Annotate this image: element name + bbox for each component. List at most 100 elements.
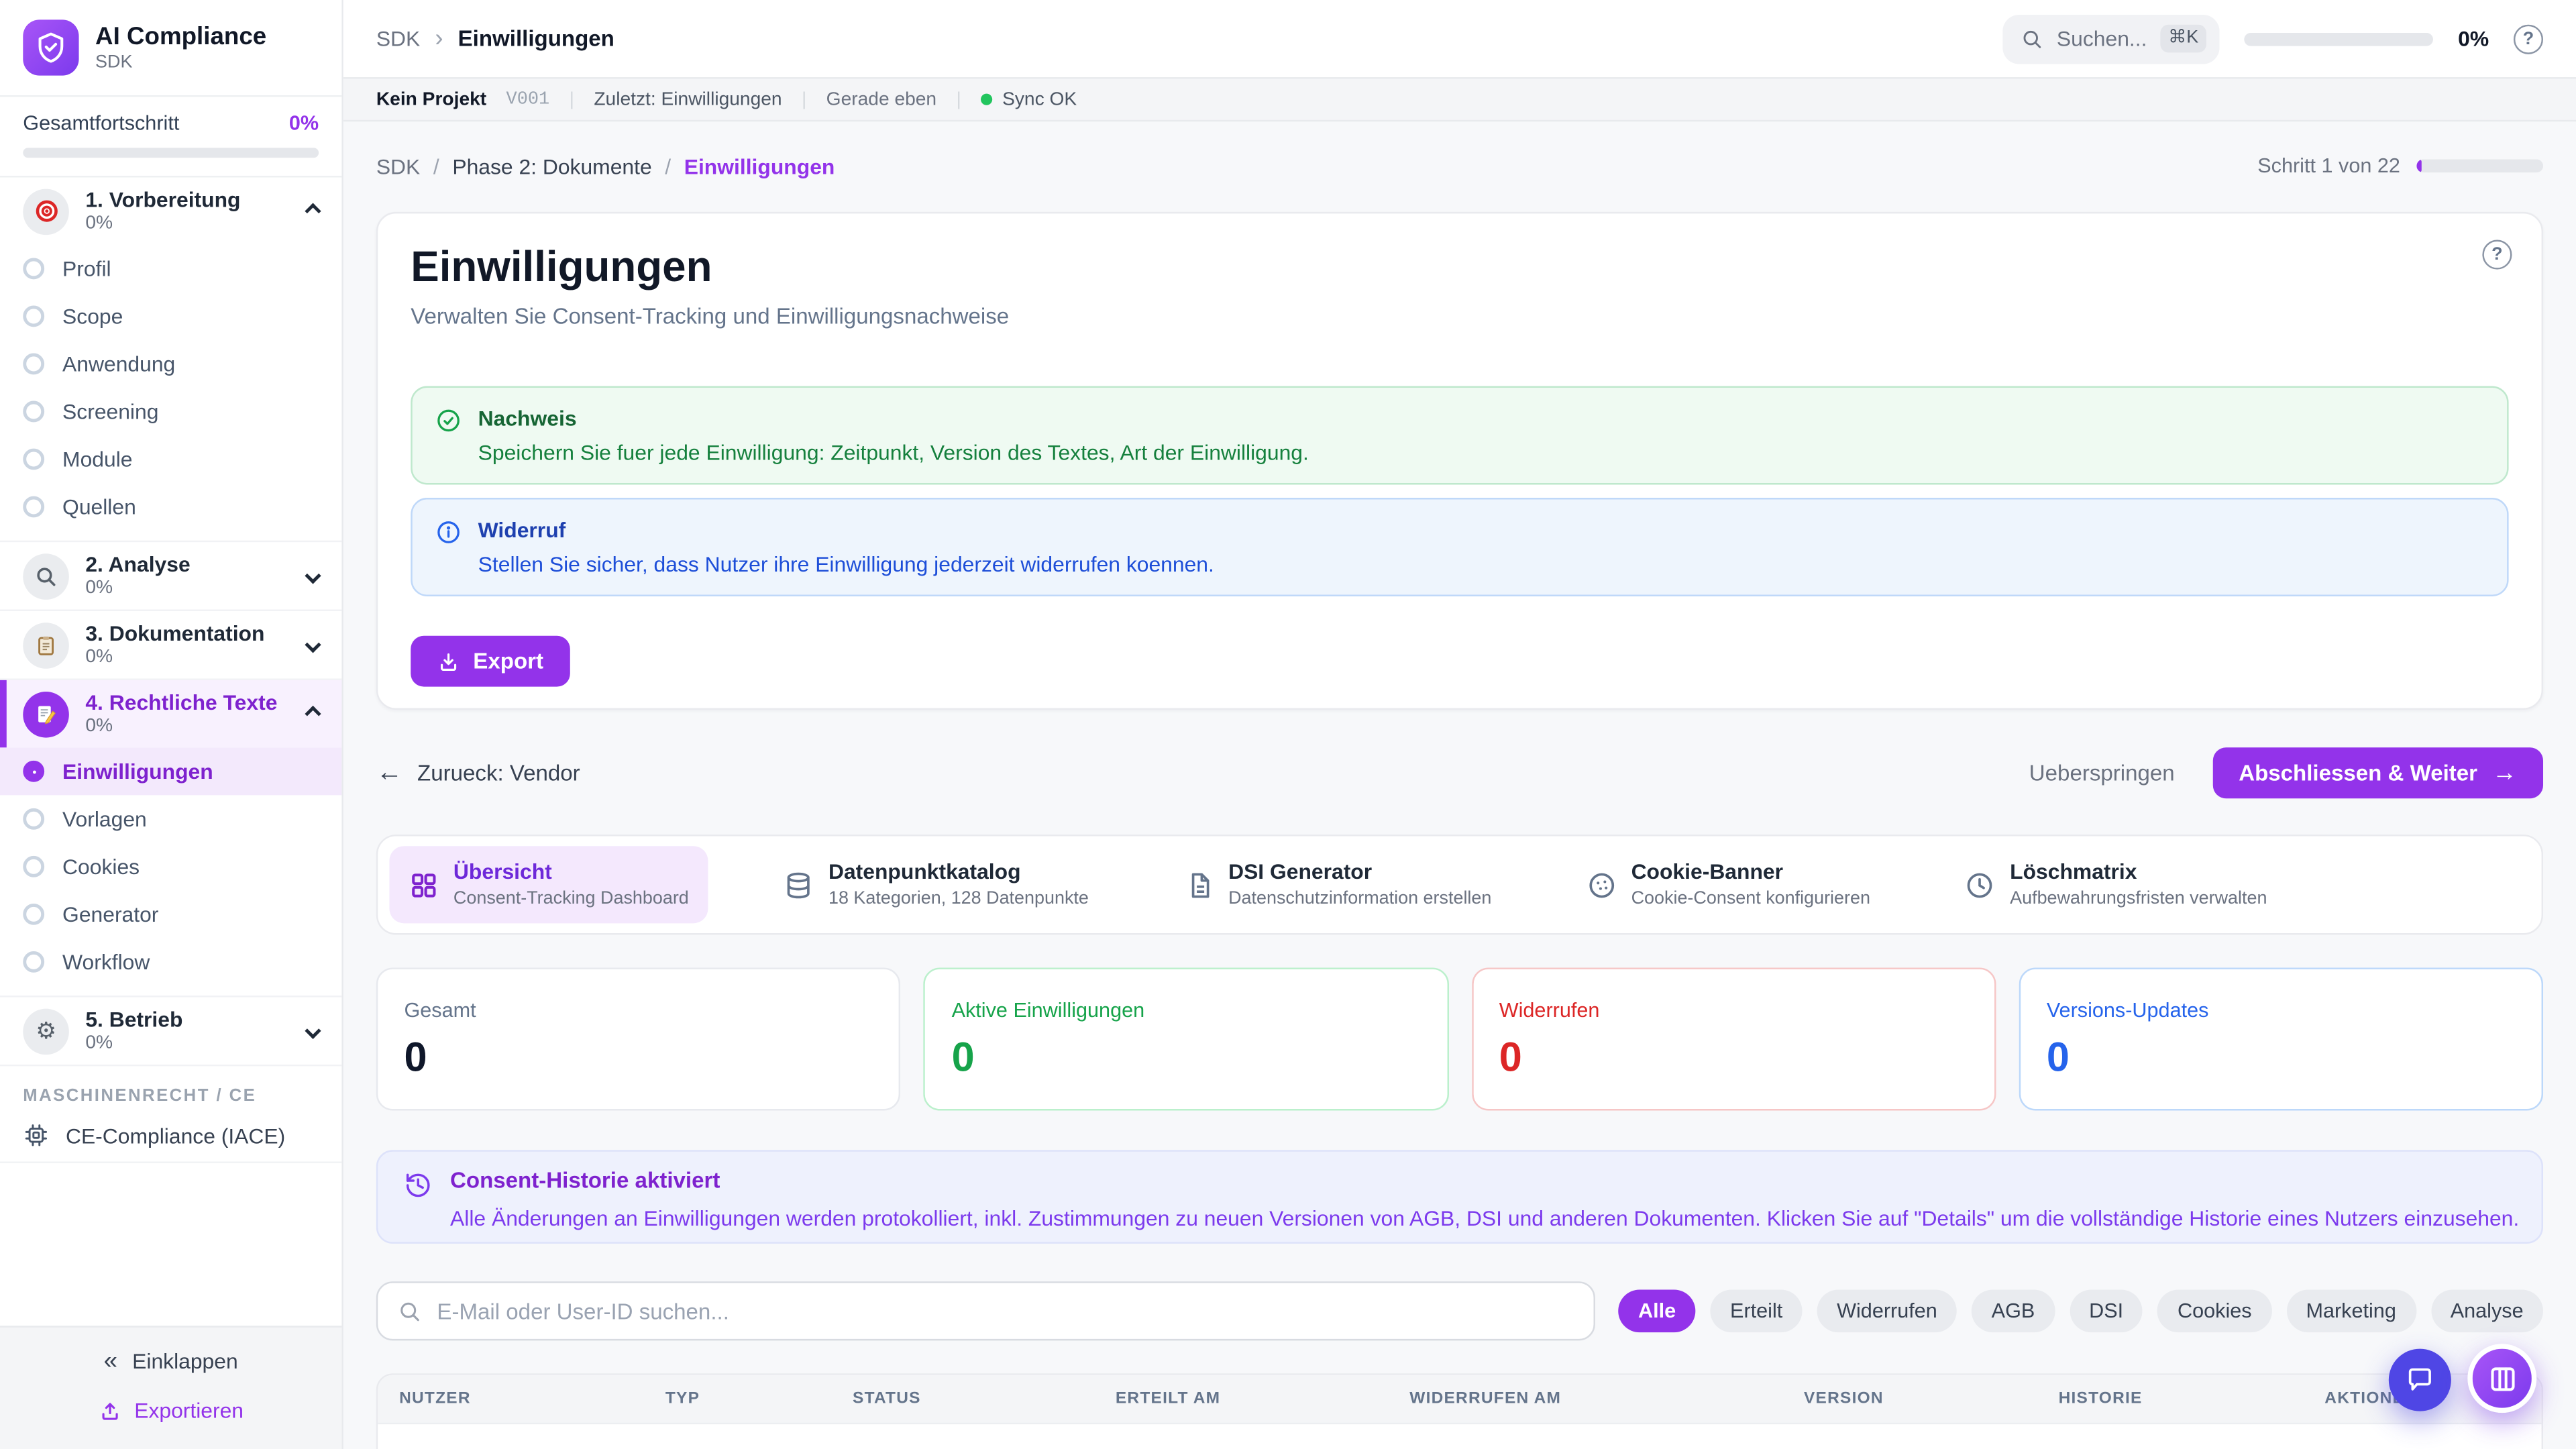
keyboard-shortcut-badge: ⌘K xyxy=(2160,24,2207,53)
sidebar-item-workflow[interactable]: Workflow xyxy=(0,938,341,985)
table-body xyxy=(378,1424,2542,1449)
arrow-right-icon: → xyxy=(2492,759,2517,788)
last-visited: Zuletzt: Einwilligungen xyxy=(594,89,782,109)
sync-status: Sync OK xyxy=(981,89,1077,109)
sidebar-item-quellen[interactable]: Quellen xyxy=(0,483,341,531)
tab-dsi-generator[interactable]: DSI Generator Datenschutzinformation ers… xyxy=(1165,846,1511,923)
section-title: 5. Betrieb xyxy=(85,1007,183,1032)
section-percent: 0% xyxy=(85,578,113,598)
radio-icon xyxy=(23,448,45,470)
column-header-widerrufen-am: WIDERRUFEN AM xyxy=(1409,1389,1562,1408)
tab-uebersicht[interactable]: Übersicht Consent-Tracking Dashboard xyxy=(389,846,709,924)
sidebar-item-scope[interactable]: Scope xyxy=(0,292,341,340)
project-name: Kein Projekt xyxy=(376,89,487,109)
breadcrumb-phase[interactable]: Phase 2: Dokumente xyxy=(452,153,652,178)
filter-chip-marketing[interactable]: Marketing xyxy=(2286,1289,2416,1333)
separator: | xyxy=(569,89,574,109)
finish-and-next-button[interactable]: Abschliessen & Weiter → xyxy=(2212,747,2544,799)
column-header-typ: TYP xyxy=(665,1389,700,1408)
sidebar-section-header-vorbereitung[interactable]: 1. Vorbereitung 0% xyxy=(0,177,341,244)
filter-chip-widerrufen[interactable]: Widerrufen xyxy=(1817,1289,1957,1333)
filter-chip-alle[interactable]: Alle xyxy=(1618,1289,1696,1333)
breadcrumb-root[interactable]: SDK xyxy=(376,26,421,51)
skip-button[interactable]: Ueberspringen xyxy=(2029,760,2175,786)
help-icon[interactable] xyxy=(2513,23,2544,54)
user-search-box xyxy=(376,1281,1596,1341)
sidebar-item-module[interactable]: Module xyxy=(0,435,341,483)
sidebar: AI Compliance SDK Gesamtfortschritt 0% xyxy=(0,0,343,1449)
version-badge: V001 xyxy=(506,89,550,109)
radio-icon xyxy=(23,353,45,375)
column-header-status: STATUS xyxy=(853,1389,921,1408)
history-icon xyxy=(404,1171,432,1199)
wizard-navigation: ← Zurueck: Vendor Ueberspringen Abschlie… xyxy=(376,747,2544,799)
sidebar-section-rechtliche-texte: 4. Rechtliche Texte 0% Einwilligungen Vo… xyxy=(0,680,342,998)
magnifier-icon xyxy=(23,553,69,599)
breadcrumb-sdk[interactable]: SDK xyxy=(376,153,421,178)
chevron-down-icon xyxy=(305,1022,321,1039)
page-breadcrumb: SDK / Phase 2: Dokumente / Einwilligunge… xyxy=(376,142,2544,191)
stat-card-versions-updates: Versions-Updates 0 xyxy=(2019,967,2544,1111)
separator: | xyxy=(801,89,807,109)
sidebar-item-screening[interactable]: Screening xyxy=(0,388,341,435)
sidebar-section-header-analyse[interactable]: 2. Analyse 0% xyxy=(0,542,341,609)
filter-chip-erteilt[interactable]: Erteilt xyxy=(1710,1289,1803,1333)
database-icon xyxy=(784,870,814,900)
section-title: 1. Vorbereitung xyxy=(85,187,241,212)
target-icon xyxy=(23,188,69,234)
sidebar-footer: « Einklappen Exportieren xyxy=(0,1326,342,1449)
sidebar-item-einwilligungen[interactable]: Einwilligungen xyxy=(0,747,342,796)
sidebar-item-anwendung[interactable]: Anwendung xyxy=(0,340,341,388)
table-header-row: NUTZER TYP STATUS ERTEILT AM WIDERRUFEN … xyxy=(378,1375,2542,1425)
board-view-button[interactable] xyxy=(2467,1344,2537,1413)
column-header-historie: HISTORIE xyxy=(2058,1389,2143,1408)
global-search-button[interactable]: Suchen... ⌘K xyxy=(2002,13,2220,64)
sidebar-item-ce-compliance[interactable]: CE-Compliance (IACE) xyxy=(0,1109,342,1163)
filter-chip-agb[interactable]: AGB xyxy=(1972,1289,2055,1333)
filter-chip-dsi[interactable]: DSI xyxy=(2069,1289,2143,1333)
clipboard-icon xyxy=(23,621,69,668)
column-header-nutzer: NUTZER xyxy=(399,1389,471,1408)
document-icon xyxy=(1184,870,1214,900)
breadcrumb-separator-icon: › xyxy=(435,24,443,53)
user-search-input[interactable] xyxy=(437,1298,1574,1324)
section-title: 2. Analyse xyxy=(85,551,191,577)
sidebar-section-header-betrieb[interactable]: ⚙ 5. Betrieb 0% xyxy=(0,998,341,1065)
stat-card-widerrufen: Widerrufen 0 xyxy=(1471,967,1996,1111)
brand: AI Compliance SDK xyxy=(0,0,342,97)
info-box-nachweis: Nachweis Speichern Sie fuer jede Einwill… xyxy=(411,386,2509,485)
app-title: AI Compliance xyxy=(95,22,267,50)
sidebar-section-analyse: 2. Analyse 0% xyxy=(0,542,342,612)
sidebar-section-header-dokumentation[interactable]: 3. Dokumentation 0% xyxy=(0,611,341,678)
info-box-title: Widerruf xyxy=(478,517,566,543)
filter-chip-analyse[interactable]: Analyse xyxy=(2430,1289,2544,1333)
tab-cookie-banner[interactable]: Cookie-Banner Cookie-Consent konfigurier… xyxy=(1567,846,1890,923)
export-button[interactable]: Export xyxy=(411,635,570,687)
sidebar-item-cookies[interactable]: Cookies xyxy=(0,843,341,890)
sidebar-item-vorlagen[interactable]: Vorlagen xyxy=(0,795,341,843)
card-help-icon[interactable] xyxy=(2482,239,2512,270)
radio-icon xyxy=(23,808,45,830)
tab-datenpunktkatalog[interactable]: Datenpunktkatalog 18 Kategorien, 128 Dat… xyxy=(764,846,1108,923)
collapse-sidebar-button[interactable]: « Einklappen xyxy=(103,1347,238,1375)
sidebar-item-generator[interactable]: Generator xyxy=(0,890,341,938)
section-percent: 0% xyxy=(85,647,113,667)
upload-icon xyxy=(98,1399,121,1421)
tab-loeschmatrix[interactable]: Löschmatrix Aufbewahrungsfristen verwalt… xyxy=(1946,846,2287,923)
grid-icon xyxy=(409,870,439,900)
stat-card-gesamt: Gesamt 0 xyxy=(376,967,901,1111)
radio-icon xyxy=(23,855,45,877)
columns-icon xyxy=(2487,1362,2518,1394)
sidebar-section-header-rechtliche-texte[interactable]: 4. Rechtliche Texte 0% xyxy=(0,680,342,748)
global-search-placeholder: Suchen... xyxy=(2056,26,2147,51)
chat-bubble-icon xyxy=(2405,1365,2434,1395)
sidebar-export-button[interactable]: Exportieren xyxy=(98,1398,244,1423)
feedback-chat-button[interactable] xyxy=(2388,1348,2451,1411)
sidebar-item-profil[interactable]: Profil xyxy=(0,245,341,292)
radio-icon xyxy=(23,903,45,925)
consent-table: NUTZER TYP STATUS ERTEILT AM WIDERRUFEN … xyxy=(376,1373,2544,1449)
filter-chip-cookies[interactable]: Cookies xyxy=(2157,1289,2272,1333)
page-title: Einwilligungen xyxy=(411,241,712,291)
back-button[interactable]: ← Zurueck: Vendor xyxy=(376,758,580,786)
cpu-icon xyxy=(23,1122,49,1148)
